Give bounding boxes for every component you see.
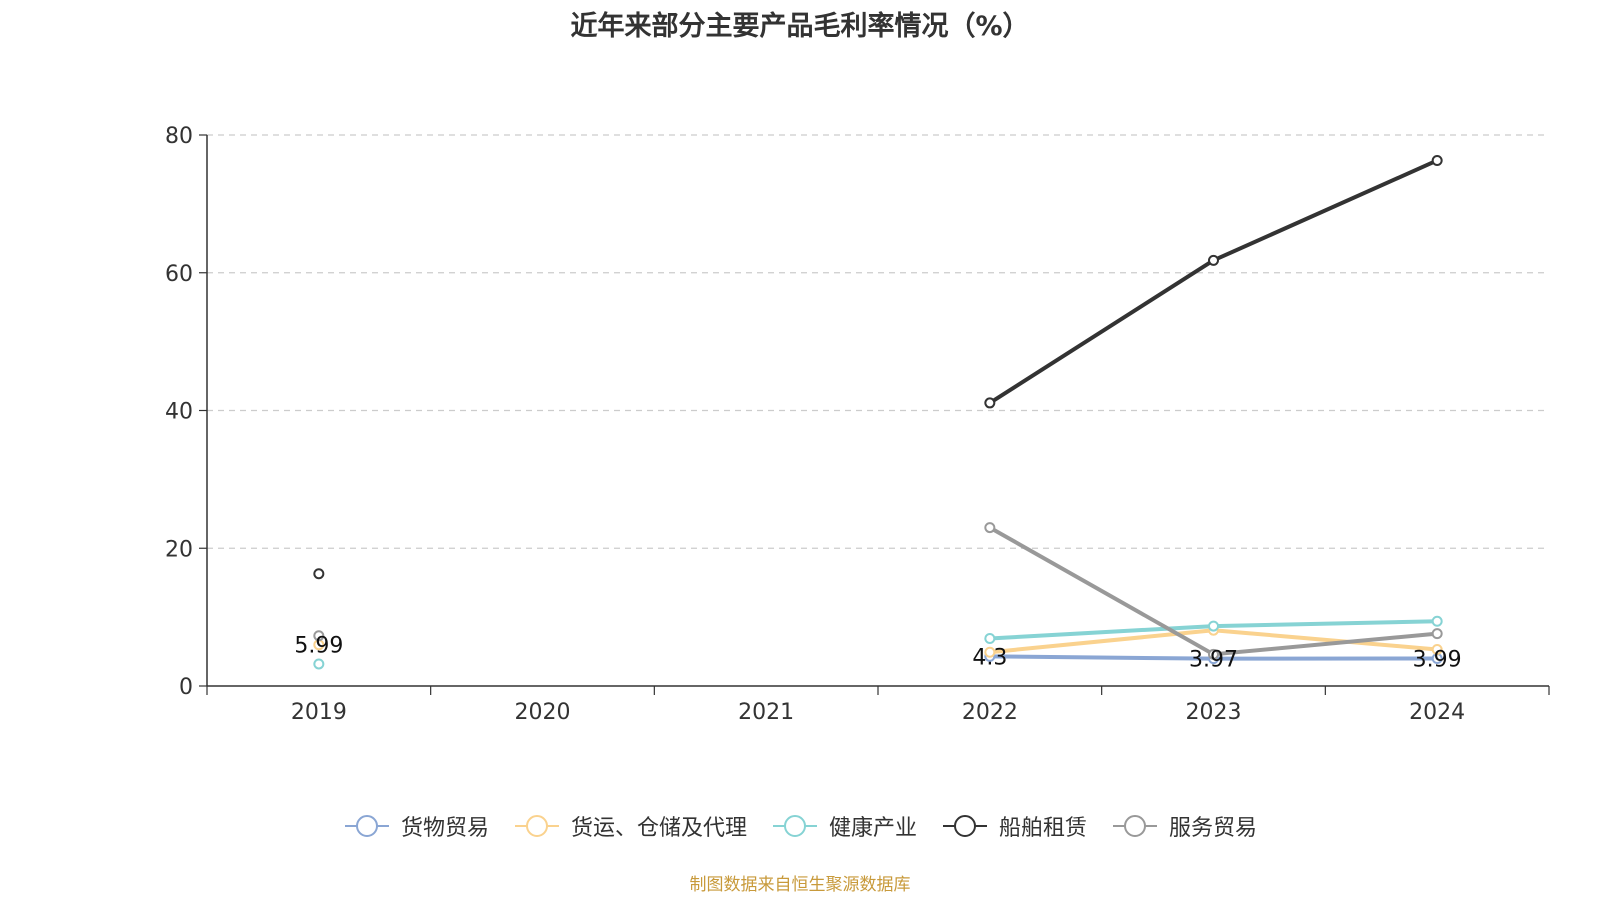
legend-item[interactable]: 服务贸易 [1111,810,1257,842]
grid-lines [207,134,1549,549]
legend-marker-icon [943,815,987,837]
data-point-4 [984,522,996,534]
legend-label: 货物贸易 [400,816,489,841]
x-tick-label: 2020 [515,700,571,725]
data-label: 5.99 [294,634,343,659]
data-point-3 [1431,154,1443,166]
legend-marker-icon [772,815,817,837]
legend-item[interactable]: 货运、仓储及代理 [513,810,747,842]
data-point-4 [313,630,325,642]
x-tick-label: 2019 [291,700,347,725]
x-tick-label: 2021 [738,700,794,725]
legend-label: 服务贸易 [1169,816,1258,841]
series-lines [988,158,1438,661]
legend-label: 健康产业 [828,816,917,841]
data-label: 4.3 [972,645,1007,670]
legend-marker-icon [514,815,559,837]
line-chart: 0 20 40 60 80 2019 2020 2021 2022 2023 2024 4.3 3.9… [165,124,1550,725]
legend-marker-icon [344,815,389,837]
axes: 0 20 40 60 80 2019 2020 2021 2022 2023 2024 [165,124,1550,725]
y-tick-label: 80 [165,124,193,149]
data-label: 3.99 [1413,648,1462,673]
series-line-3 [988,158,1438,405]
data-point-1 [984,646,996,658]
data-point-1 [1431,643,1443,655]
data-label: 3.97 [1189,648,1238,673]
source-note: 制图数据来自恒生聚源数据库 [689,875,911,895]
data-point-3 [1208,254,1219,266]
data-point-3 [313,568,325,580]
x-tick-label: 2023 [1186,700,1242,725]
data-point-4 [1431,628,1443,640]
y-tick-label: 60 [165,262,193,287]
data-point-3 [984,397,996,409]
data-point-2 [984,632,996,644]
legend-marker-icon [1113,815,1158,837]
y-tick-label: 20 [165,537,193,562]
x-tick-label: 2022 [962,700,1018,725]
y-tick-label: 0 [179,675,193,700]
data-labels: 4.3 3.97 3.99 5.99 [294,634,1461,673]
data-point-4 [1208,648,1219,660]
x-tick-label: 2024 [1409,700,1465,725]
series-points [313,154,1443,670]
data-point-2 [313,658,325,670]
legend-label: 船舶租赁 [999,816,1088,841]
legend: 货物贸易 货运、仓储及代理 健康产业 船舶租赁 服务贸易 [0,810,1600,842]
legend-item[interactable]: 船舶租赁 [941,810,1087,842]
legend-label: 货运、仓储及代理 [570,816,747,841]
y-tick-label: 40 [165,400,193,425]
legend-item[interactable]: 健康产业 [771,810,917,842]
data-point-2 [1431,615,1443,627]
data-point-2 [1208,620,1219,632]
chart-title: 近年来部分主要产品毛利率情况（%） [570,11,1030,42]
legend-item[interactable]: 货物贸易 [343,810,489,842]
